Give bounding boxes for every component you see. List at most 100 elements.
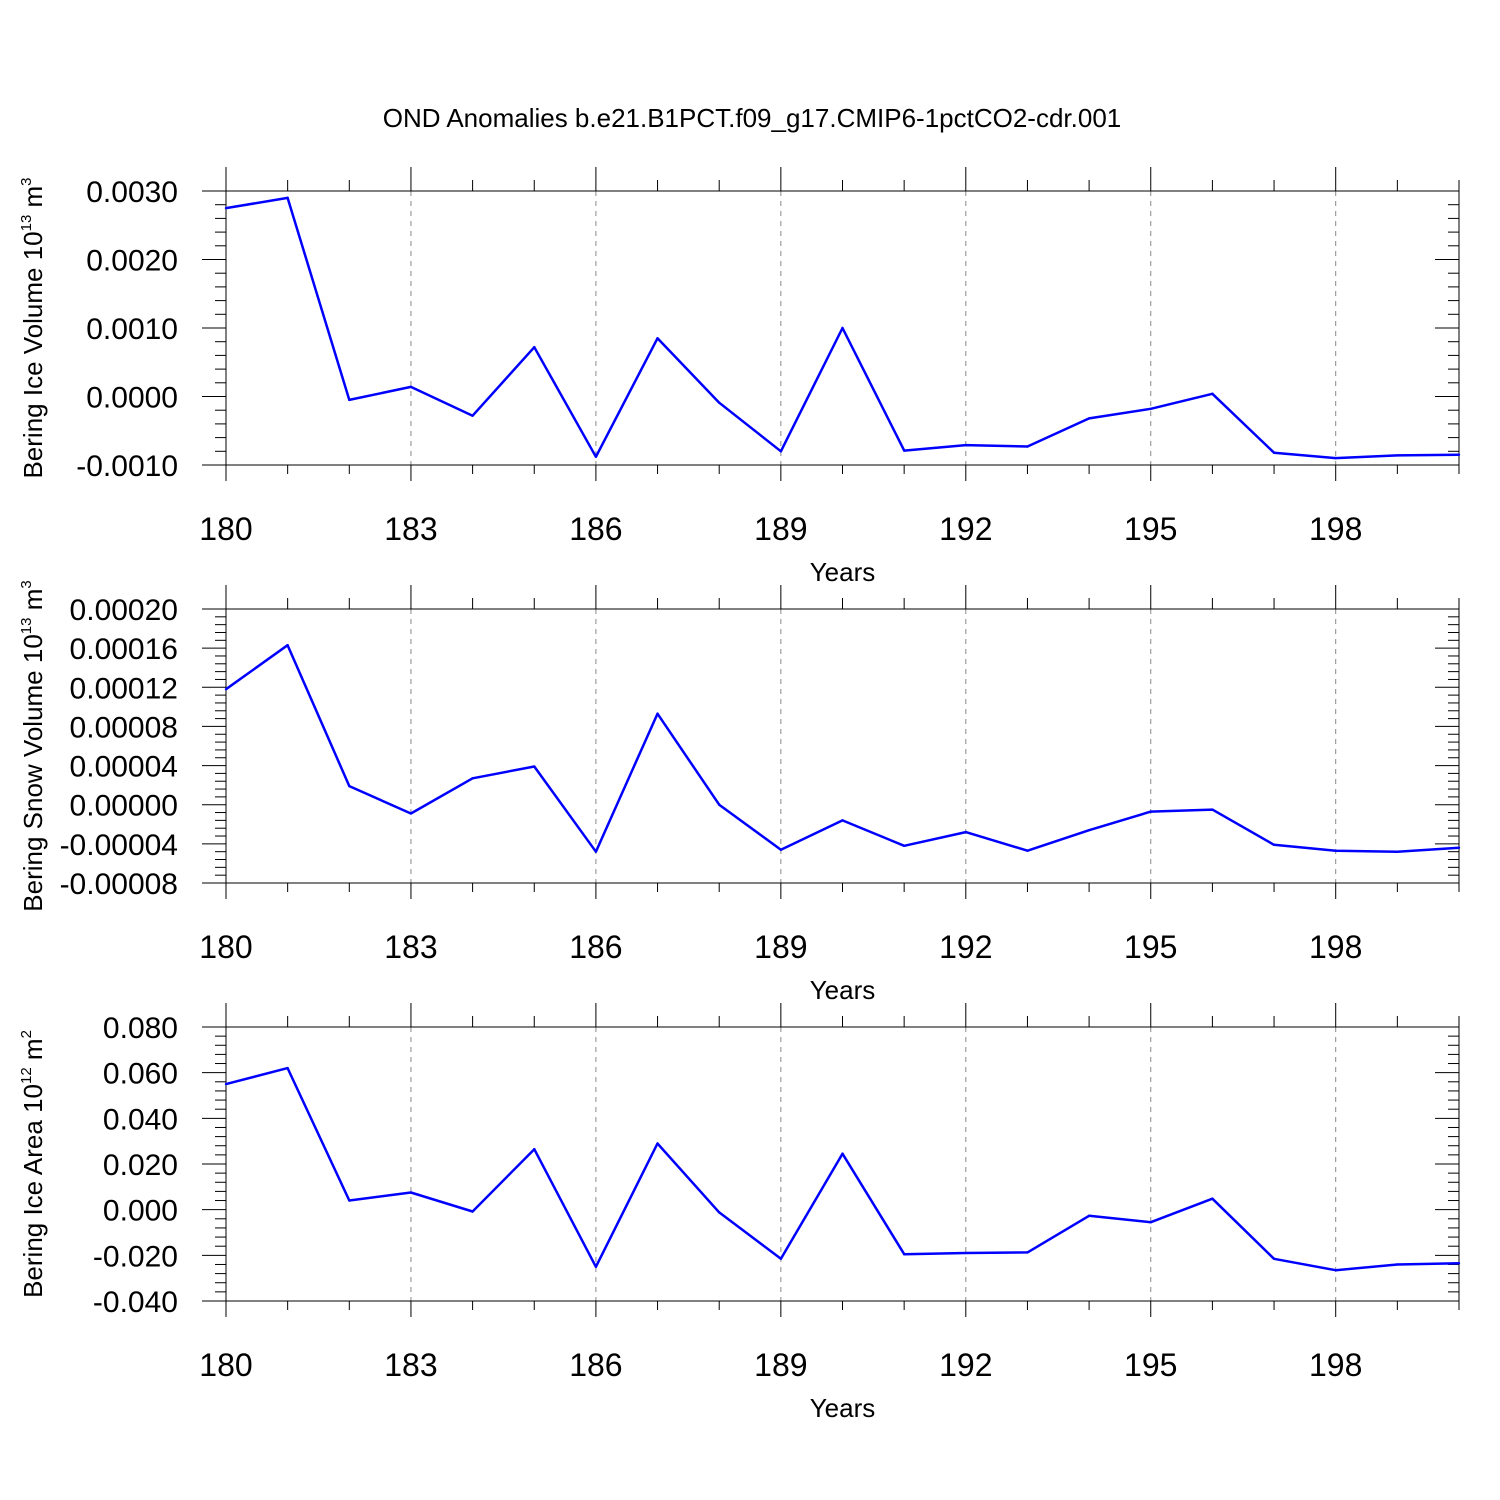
data-point	[286, 644, 289, 647]
data-point	[1396, 850, 1399, 853]
data-point	[718, 803, 721, 806]
data-point	[841, 1152, 844, 1155]
x-tick-label: 192	[939, 511, 992, 547]
data-point	[471, 1210, 474, 1213]
y-tick-label: 0.00004	[70, 751, 178, 784]
y-axis-label-exponent: 13	[18, 618, 35, 635]
x-tick-label: 189	[754, 1347, 807, 1383]
data-point	[471, 777, 474, 780]
data-point	[1087, 417, 1091, 420]
data-point	[841, 819, 844, 822]
x-tick-label: 180	[199, 1347, 252, 1383]
data-point	[964, 443, 967, 447]
x-tick-label: 195	[1124, 511, 1177, 547]
y-axis-label-unit: m	[18, 589, 48, 618]
y-tick-label: 0.000	[103, 1195, 178, 1228]
x-axis-label: Years	[810, 1393, 876, 1423]
data-point	[348, 784, 351, 788]
data-point	[1211, 808, 1214, 811]
panel-1: 180 183 186 189 192 195 198 -0.0010 0.0000 0.0010…	[18, 167, 1461, 587]
x-tick-label: 183	[384, 511, 437, 547]
y-tick-label: 0.0020	[86, 245, 178, 278]
y-tick-label: 0.020	[103, 1149, 178, 1182]
data-point	[902, 1252, 906, 1256]
y-axis-label-unit-exponent: 3	[18, 177, 35, 185]
data-point	[1026, 1251, 1029, 1254]
y-tick-label: 0.060	[103, 1058, 178, 1091]
x-tick-label: 195	[1124, 1347, 1177, 1383]
y-axis-label-unit: m	[18, 186, 48, 215]
x-tick-label: 183	[384, 929, 437, 965]
data-point	[1272, 843, 1276, 847]
x-axis-label: Years	[810, 975, 876, 1005]
y-tick-label: 0.00000	[70, 790, 178, 823]
data-point	[1026, 849, 1029, 852]
data-point	[779, 848, 783, 851]
y-axis-label-text: Bering Ice Area 10	[18, 1084, 48, 1298]
y-tick-label: 0.00008	[70, 711, 178, 744]
data-point	[1396, 454, 1399, 457]
chart-title: OND Anomalies b.e21.B1PCT.f09_g17.CMIP6-…	[383, 103, 1122, 133]
data-point	[1334, 1268, 1337, 1272]
data-point	[1334, 849, 1337, 852]
data-point	[1087, 1214, 1091, 1218]
data-point	[902, 844, 906, 848]
data-point	[656, 712, 659, 715]
y-tick-label: 0.0000	[86, 382, 178, 415]
data-point	[1272, 1257, 1276, 1260]
y-axis-label-exponent: 12	[18, 1067, 35, 1084]
data-point	[1026, 445, 1029, 448]
y-axis-label-text: Bering Ice Volume 10	[18, 231, 48, 478]
panel-3: 180 183 186 189 192 195 198 -0.040 -0.020 0.000 0.…	[18, 1003, 1461, 1423]
data-point	[1087, 828, 1091, 832]
data-point	[348, 1199, 351, 1202]
x-tick-label: 198	[1309, 929, 1362, 965]
x-axis-label: Years	[810, 557, 876, 587]
y-axis-label-unit-exponent: 2	[18, 1030, 35, 1038]
y-tick-label: 0.00012	[70, 672, 178, 705]
y-tick-label: 0.0010	[86, 313, 178, 346]
y-tick-label: 0.00020	[70, 594, 178, 627]
data-point	[594, 850, 598, 853]
y-axis-label-unit-exponent: 3	[18, 580, 35, 588]
data-point	[533, 1147, 536, 1151]
y-axis-label: Bering Ice Area 1012 m2	[18, 1030, 48, 1298]
data-point	[409, 385, 413, 389]
x-tick-label: 192	[939, 929, 992, 965]
x-tick-label: 186	[569, 511, 622, 547]
y-tick-label: 0.00016	[70, 633, 178, 666]
x-tick-label: 186	[569, 1347, 622, 1383]
y-axis-label-exponent: 13	[18, 215, 35, 232]
data-point	[409, 1191, 413, 1194]
data-point	[286, 1066, 289, 1070]
x-tick-label: 189	[754, 511, 807, 547]
y-axis-label: Bering Ice Volume 1013 m3	[18, 177, 48, 478]
data-point	[656, 1142, 659, 1145]
data-point	[224, 688, 228, 691]
y-tick-label: -0.00008	[60, 868, 178, 901]
data-point	[1149, 407, 1152, 411]
x-tick-label: 198	[1309, 511, 1362, 547]
data-point	[1211, 392, 1214, 395]
y-tick-label: 0.0030	[86, 176, 178, 209]
data-point	[1457, 1262, 1461, 1265]
y-tick-label: 0.080	[103, 1012, 178, 1045]
data-point	[594, 1265, 598, 1268]
x-tick-label: 180	[199, 929, 252, 965]
data-point	[471, 414, 474, 417]
data-point	[964, 1251, 967, 1255]
data-point	[348, 398, 351, 402]
x-tick-label: 192	[939, 1347, 992, 1383]
data-point	[224, 1082, 228, 1086]
data-point	[718, 401, 721, 404]
y-tick-label: -0.00004	[60, 829, 178, 862]
data-point	[1396, 1263, 1399, 1266]
y-tick-label: 0.040	[103, 1103, 178, 1136]
data-point	[224, 206, 228, 210]
y-tick-label: -0.020	[93, 1240, 178, 1273]
data-point	[1334, 456, 1337, 460]
data-point	[409, 812, 413, 815]
data-point	[902, 449, 906, 452]
data-point	[656, 337, 659, 340]
